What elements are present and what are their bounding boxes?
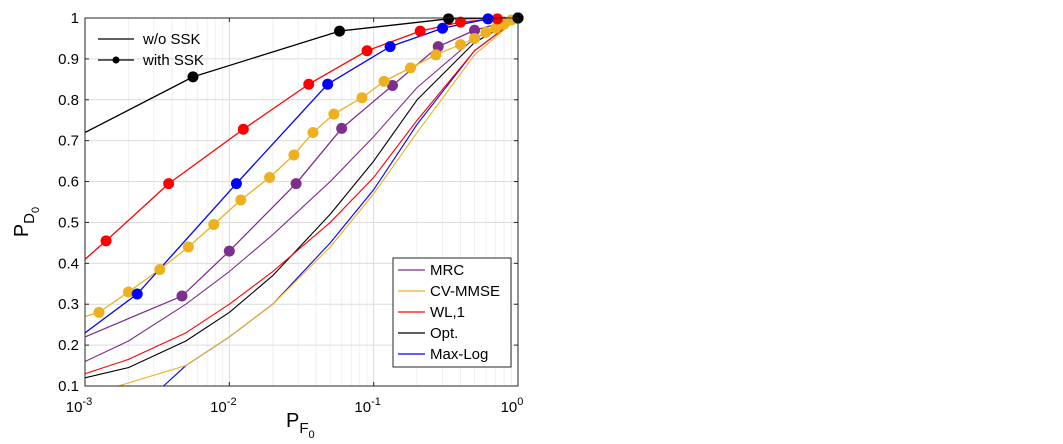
series-mrc-wo-ssk-line xyxy=(84,17,519,362)
y-axis-label: PD0 xyxy=(11,207,42,237)
series-cv-mmse-with-ssk-marker xyxy=(356,92,368,104)
y-tick-label: 0.1 xyxy=(58,378,79,395)
series-cv-mmse-with-ssk-marker xyxy=(182,241,194,253)
series-wl-1-with-ssk-marker xyxy=(361,45,373,57)
series-mrc-with-ssk-marker xyxy=(386,79,398,91)
series-cv-mmse-with-ssk-marker xyxy=(328,108,340,120)
series-cv-mmse-with-ssk-marker xyxy=(378,75,390,87)
x-axis-label-main: P xyxy=(286,410,299,432)
series-max-log-with-ssk-marker xyxy=(384,41,396,53)
series-cv-mmse-wo-ssk-line xyxy=(118,17,519,387)
axis-ticks: 0.1 0.2 0.3 0.4 0.5 0.6 0.7 0.8 0.9 1 10-3 10-2 10-1… xyxy=(58,10,523,416)
series-cv-mmse-with-ssk-marker xyxy=(405,62,417,74)
y-tick-label: 1 xyxy=(71,10,79,27)
markers xyxy=(93,12,524,318)
series-mrc-with-ssk-marker xyxy=(176,290,188,302)
series-max-log-with-ssk-marker xyxy=(322,78,334,90)
series-wl-1-with-ssk-marker xyxy=(100,235,112,247)
series-opt-wo-ssk-line xyxy=(84,17,519,379)
series-max-log-with-ssk-marker xyxy=(437,22,449,34)
y-axis-label-sub2: 0 xyxy=(30,207,42,213)
series-wl-1-with-ssk-marker xyxy=(163,178,175,190)
y-tick-label: 0.2 xyxy=(58,337,79,354)
series-cv-mmse-with-ssk-marker xyxy=(154,263,166,275)
series-wl-1-with-ssk-marker xyxy=(455,16,467,28)
y-tick-label: 0.3 xyxy=(58,296,79,313)
legend-style-marker-with xyxy=(112,56,120,64)
y-tick-label: 0.4 xyxy=(58,255,79,272)
series-max-log-with-ssk-marker xyxy=(230,178,242,190)
series-wl-1-with-ssk-marker xyxy=(237,123,249,135)
series-opt-with-ssk-marker xyxy=(443,13,455,25)
series-mrc-with-ssk-marker xyxy=(336,122,348,134)
series-cv-mmse-with-ssk-marker xyxy=(480,26,492,38)
x-tick-label: 100 xyxy=(501,396,524,416)
series-wl-1-with-ssk-marker xyxy=(303,78,315,90)
series-cv-mmse-with-ssk-marker xyxy=(208,218,220,230)
series-mrc-with-ssk-marker xyxy=(290,178,302,190)
series-cv-mmse-with-ssk-marker xyxy=(490,22,502,34)
legend-label-max-log: Max-Log xyxy=(430,346,488,363)
x-tick-label: 10-1 xyxy=(354,396,380,416)
y-axis-label-sub1: D xyxy=(21,213,38,224)
series-max-log-with-ssk-marker xyxy=(482,13,494,25)
series-mrc-with-ssk-line xyxy=(84,17,519,338)
series-max-log-with-ssk-marker xyxy=(131,288,143,300)
legend-label-mrc: MRC xyxy=(430,262,464,279)
series-wl-1-with-ssk-marker xyxy=(414,25,426,37)
series-cv-mmse-with-ssk-marker xyxy=(430,49,442,61)
x-axis-label-sub2: 0 xyxy=(309,429,315,441)
legend-label-wl1: WL,1 xyxy=(430,304,465,321)
y-tick-label: 0.5 xyxy=(58,214,79,231)
series-opt-with-ssk-marker xyxy=(334,25,346,37)
series-max-log-with-ssk-line xyxy=(84,17,519,334)
plot-frame xyxy=(84,17,519,387)
series-cv-mmse-with-ssk-marker xyxy=(469,32,481,44)
series-wl-1-wo-ssk-line xyxy=(84,17,519,375)
series-cv-mmse-with-ssk-marker xyxy=(235,194,247,206)
series-mrc-with-ssk-marker xyxy=(469,24,481,36)
legend-detectors: MRC CV-MMSE WL,1 Opt. Max-Log xyxy=(392,257,512,368)
y-tick-label: 0.8 xyxy=(58,92,79,109)
series-mrc-with-ssk-marker xyxy=(223,245,235,257)
y-axis-label-main: P xyxy=(11,224,33,237)
x-tick-label: 10-2 xyxy=(210,396,236,416)
legend-style-label-wo: w/o SSK xyxy=(142,31,201,48)
legend-style-label-with: with SSK xyxy=(142,52,204,69)
legend-label-opt: Opt. xyxy=(430,325,458,342)
y-tick-label: 0.6 xyxy=(58,174,79,191)
series-cv-mmse-with-ssk-marker xyxy=(288,149,300,161)
legend-style: w/o SSK with SSK xyxy=(98,31,204,69)
x-axis-label: PF0 xyxy=(286,410,315,441)
series-cv-mmse-with-ssk-marker xyxy=(264,171,276,183)
x-axis-label-sub1: F xyxy=(299,420,308,437)
series-cv-mmse-with-ssk-marker xyxy=(307,126,319,138)
series-wl-1-with-ssk-marker xyxy=(491,13,503,25)
legend-label-cv-mmse: CV-MMSE xyxy=(430,283,500,300)
series-cv-mmse-with-ssk-marker xyxy=(455,39,467,51)
y-tick-label: 0.9 xyxy=(58,51,79,68)
series-opt-with-ssk-marker xyxy=(187,71,199,83)
y-tick-label: 0.7 xyxy=(58,133,79,150)
series-cv-mmse-with-ssk-marker xyxy=(122,286,134,298)
series-cv-mmse-with-ssk-marker xyxy=(93,306,105,318)
x-tick-label: 10-3 xyxy=(66,396,92,416)
